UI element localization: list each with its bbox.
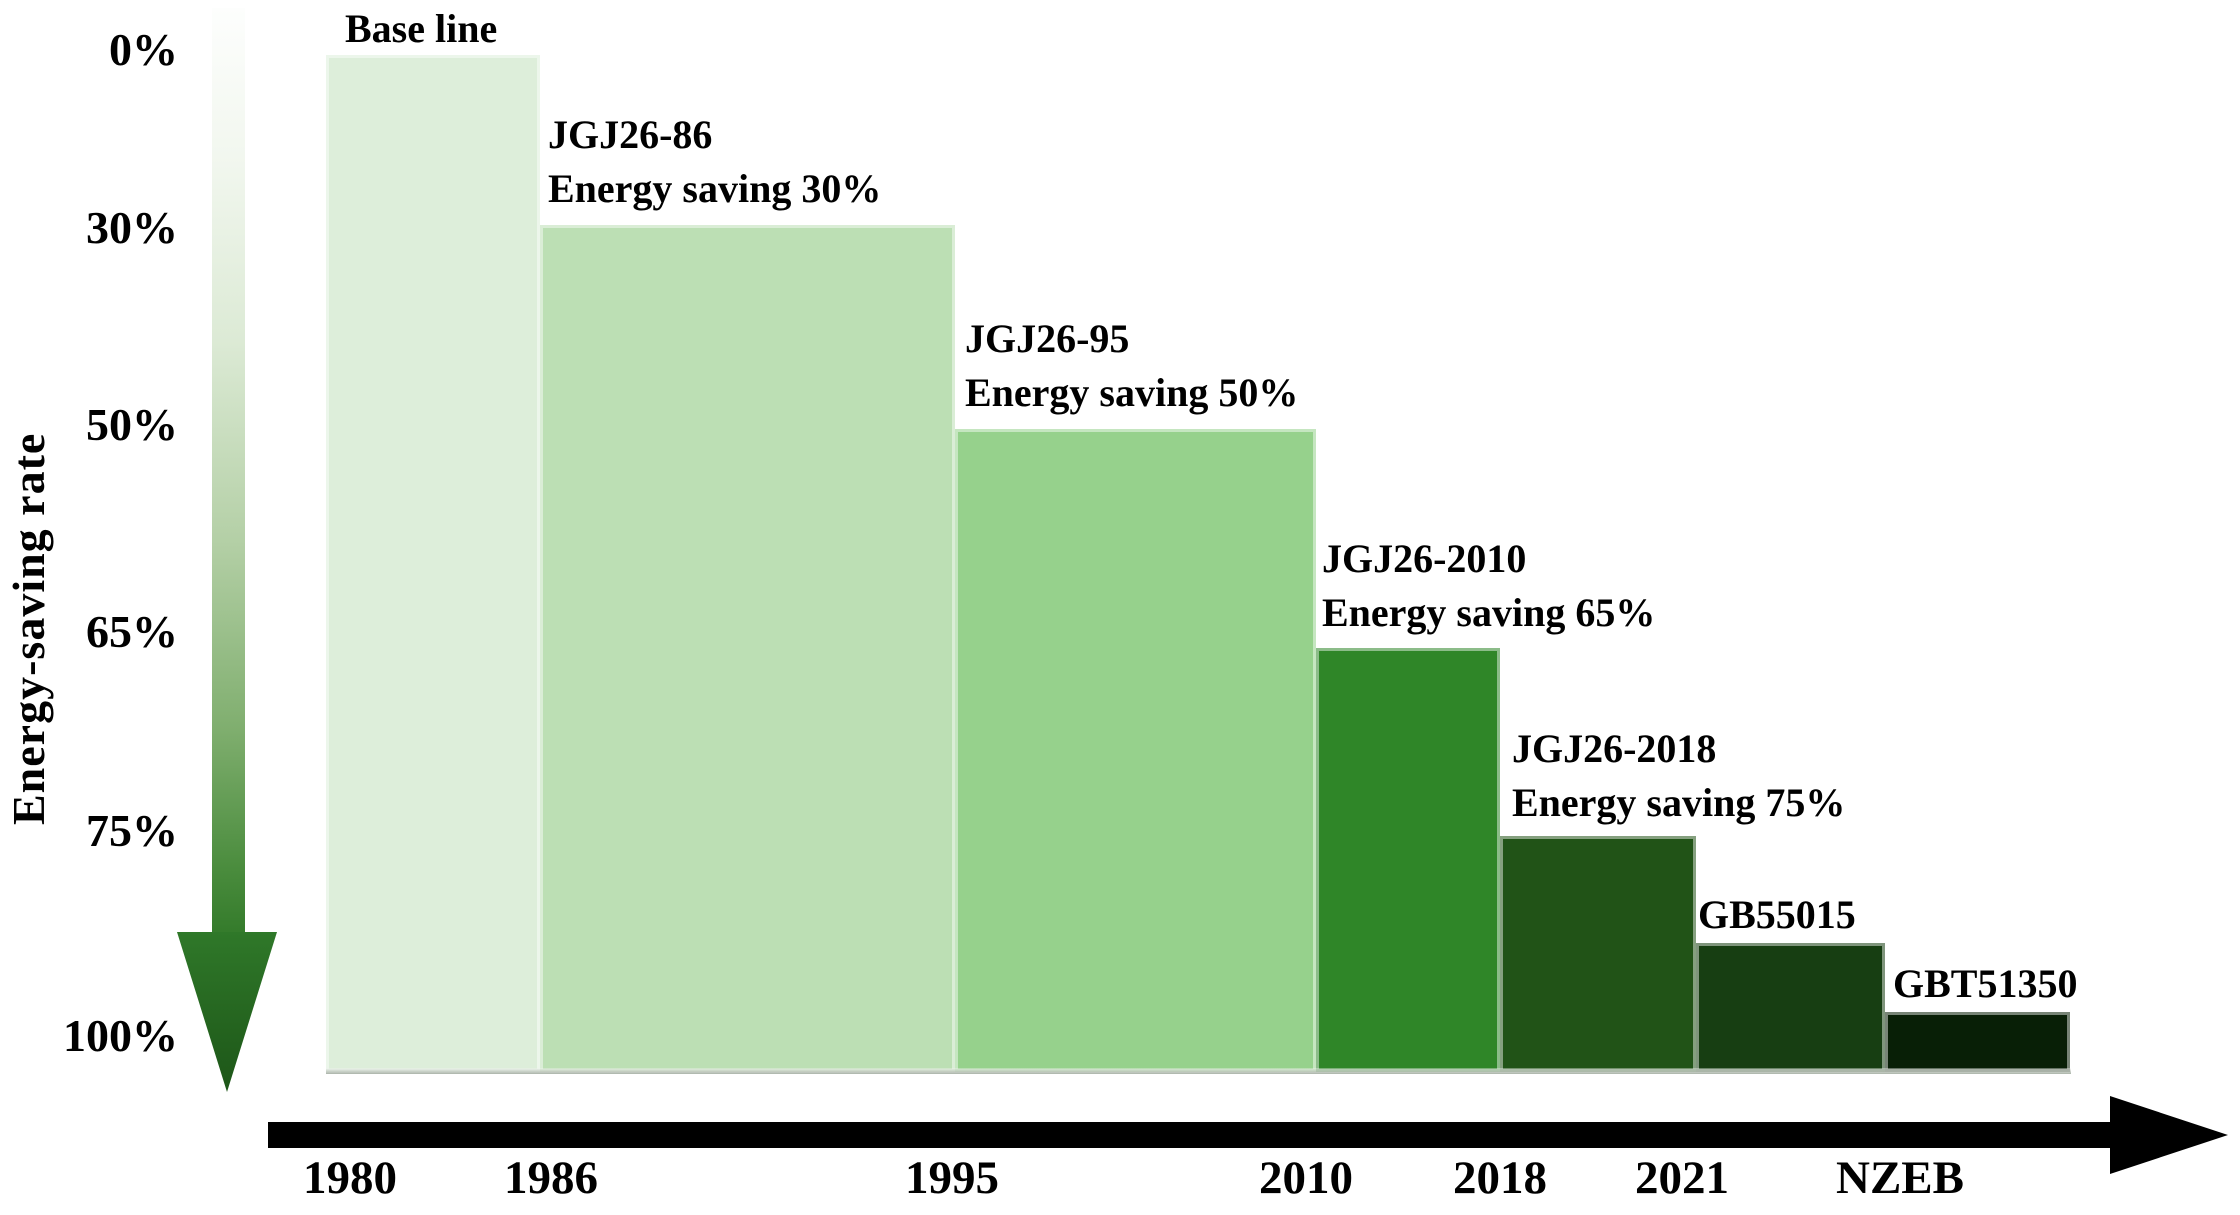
bar-annotation-line: JGJ26-86	[548, 112, 713, 157]
bar-gbt51350	[1885, 1012, 2070, 1072]
x-tick-label: 1986	[504, 1152, 598, 1204]
y-tick-label: 30%	[86, 202, 178, 253]
x-tick-label: 1980	[303, 1152, 397, 1204]
bar-annotation-line: JGJ26-95	[965, 316, 1130, 361]
bar-jgj26-2010	[1316, 648, 1500, 1072]
y-tick-label: 0%	[109, 24, 178, 75]
gradient-arrow-shaft	[212, 8, 245, 934]
bar-annotation: Base line	[345, 2, 497, 56]
x-tick-label: NZEB	[1836, 1152, 1964, 1204]
x-tick-label: 2010	[1259, 1152, 1353, 1204]
bar-jgj26-86	[540, 225, 955, 1072]
bar-base-line	[326, 55, 540, 1072]
y-tick-label: 75%	[86, 805, 178, 856]
y-tick-label: 50%	[86, 399, 178, 450]
bar-gb55015	[1696, 943, 1885, 1072]
bar-annotation-line: Energy saving 50%	[965, 370, 1299, 415]
bar-annotation: JGJ26-95 Energy saving 50%	[965, 312, 1298, 420]
arrow-down-icon	[177, 932, 277, 1092]
bar-annotation-line: Base line	[345, 6, 498, 51]
bar-annotation-line: GB55015	[1698, 892, 1856, 937]
y-tick-label: 65%	[86, 606, 178, 657]
bar-annotation-line: Energy saving 65%	[1322, 590, 1656, 635]
bar-annotation-line: JGJ26-2018	[1512, 726, 1717, 771]
x-axis-line	[268, 1122, 2112, 1148]
bar-annotation-line: JGJ26-2010	[1322, 536, 1527, 581]
bar-annotation: JGJ26-86 Energy saving 30%	[548, 108, 881, 216]
bars-baseline	[326, 1068, 2071, 1074]
y-axis-title: Energy-saving rate	[3, 432, 54, 825]
bar-annotation: JGJ26-2018 Energy saving 75%	[1512, 722, 1845, 830]
bar-annotation-line: Energy saving 30%	[548, 166, 882, 211]
bar-annotation: GBT51350	[1893, 957, 2077, 1011]
bar-annotation: JGJ26-2010 Energy saving 65%	[1322, 532, 1655, 640]
x-tick-label: 1995	[905, 1152, 999, 1204]
bar-annotation: GB55015	[1698, 888, 1856, 942]
x-tick-label: 2018	[1453, 1152, 1547, 1204]
bar-jgj26-95	[955, 429, 1316, 1072]
bar-annotation-line: Energy saving 75%	[1512, 780, 1846, 825]
y-tick-label: 100%	[63, 1010, 178, 1061]
bar-annotation-line: GBT51350	[1893, 961, 2078, 1006]
x-tick-label: 2021	[1635, 1152, 1729, 1204]
bar-jgj26-2018	[1500, 836, 1696, 1072]
arrow-right-icon	[2110, 1096, 2228, 1174]
